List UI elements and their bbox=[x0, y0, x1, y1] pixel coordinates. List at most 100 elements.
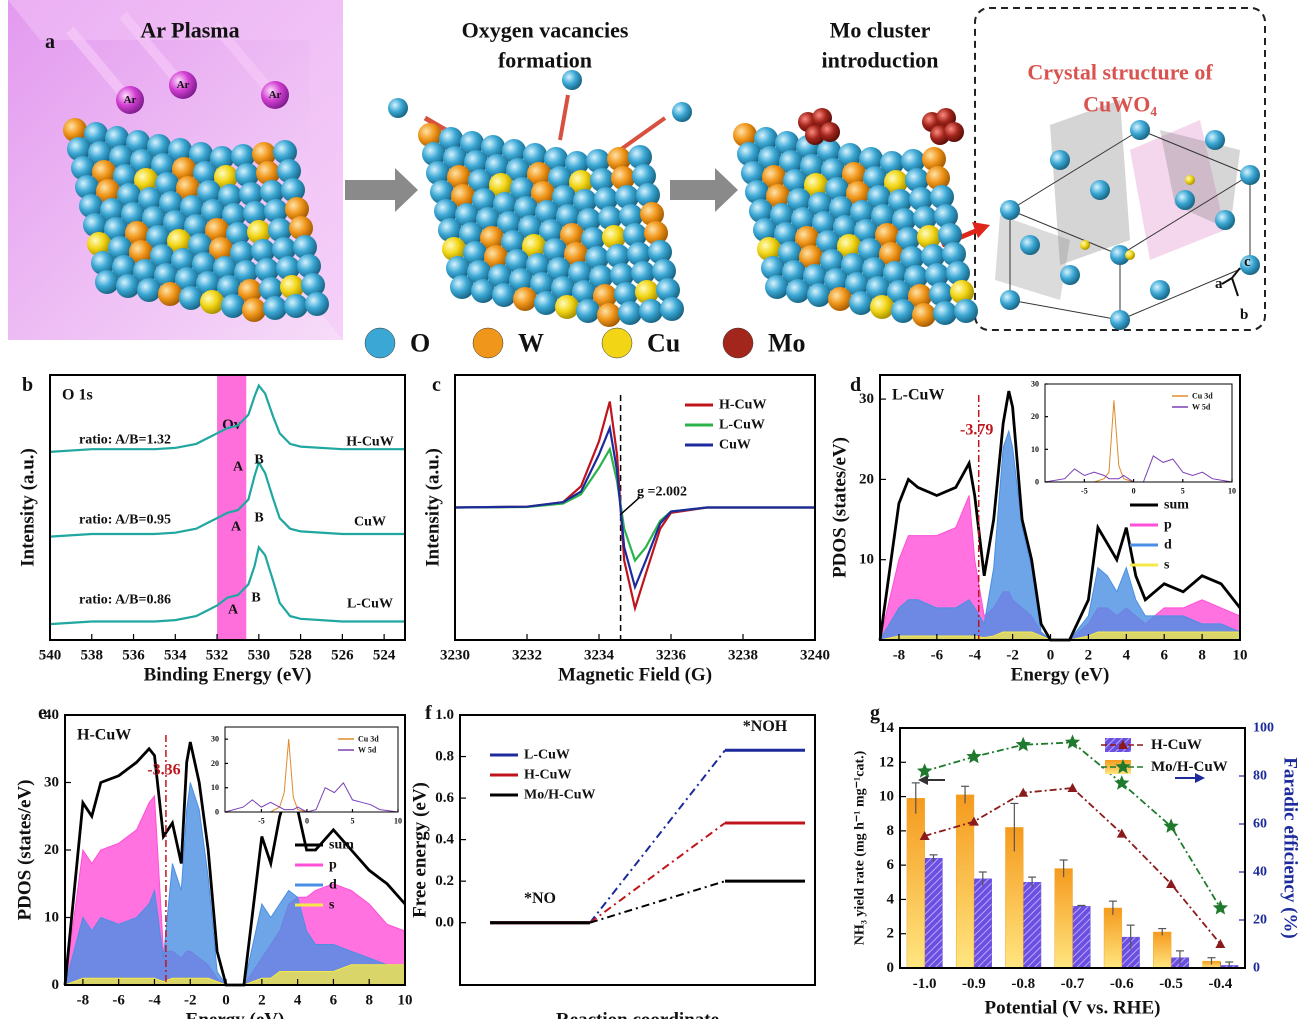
panel-heading: introduction bbox=[822, 48, 939, 73]
atom bbox=[273, 140, 297, 164]
atom bbox=[636, 183, 660, 207]
atom bbox=[845, 272, 869, 296]
atom bbox=[887, 280, 911, 304]
x-tick-label: 8 bbox=[1198, 648, 1206, 664]
atom bbox=[783, 169, 807, 193]
atom bbox=[576, 299, 600, 323]
atom bbox=[217, 275, 241, 299]
annotation: A bbox=[233, 460, 244, 475]
atom bbox=[67, 137, 91, 161]
crystal-heading: Crystal structure of bbox=[1027, 60, 1213, 85]
legend-atom bbox=[601, 327, 633, 359]
crystal-atom bbox=[1215, 210, 1235, 230]
atom bbox=[230, 241, 254, 265]
atom bbox=[577, 208, 601, 232]
series-label: H-CuW bbox=[346, 435, 393, 450]
y2-tick-label: 100 bbox=[1253, 721, 1274, 736]
atom bbox=[883, 261, 907, 285]
atom bbox=[745, 180, 769, 204]
atom bbox=[281, 178, 305, 202]
crystal-atom bbox=[1110, 310, 1130, 330]
atom bbox=[193, 161, 217, 185]
annotation: A bbox=[228, 603, 239, 618]
bar bbox=[1054, 868, 1073, 969]
atom bbox=[824, 268, 848, 292]
atom bbox=[255, 258, 279, 282]
y2-tick-label: 0 bbox=[1253, 961, 1260, 976]
x-tick-label: 5 bbox=[1181, 487, 1185, 496]
atom bbox=[484, 245, 508, 269]
atom bbox=[652, 259, 676, 283]
atom bbox=[863, 166, 887, 190]
x-tick-label: -0.8 bbox=[1011, 976, 1035, 992]
atom bbox=[615, 185, 639, 209]
atom bbox=[758, 146, 782, 170]
atom bbox=[799, 245, 823, 269]
plasma-face bbox=[8, 0, 343, 340]
atom bbox=[91, 251, 115, 275]
legend-label: L-CuW bbox=[719, 418, 765, 433]
atom bbox=[489, 173, 513, 197]
atom bbox=[775, 131, 799, 155]
crystal-axis bbox=[1231, 267, 1241, 279]
atom bbox=[535, 200, 559, 224]
atom bbox=[896, 227, 920, 251]
panel-label: b bbox=[22, 374, 33, 396]
atom bbox=[147, 134, 171, 158]
x-tick-label: 3238 bbox=[728, 648, 758, 664]
panel-heading: Oxygen vacancies bbox=[462, 18, 629, 43]
x-tick-label: 3240 bbox=[800, 648, 830, 664]
atom bbox=[556, 204, 580, 228]
atom bbox=[264, 199, 288, 223]
bar bbox=[955, 794, 975, 969]
atom bbox=[628, 145, 652, 169]
atom bbox=[635, 280, 659, 304]
atom bbox=[95, 270, 119, 294]
released-oxygen bbox=[562, 70, 582, 90]
atom bbox=[463, 241, 487, 265]
y-tick-label: 30 bbox=[859, 391, 874, 407]
x-axis-label: Energy (eV) bbox=[186, 1010, 285, 1019]
atom bbox=[184, 214, 208, 238]
x-tick-label: 4 bbox=[294, 993, 302, 1009]
atom bbox=[155, 172, 179, 196]
marker-label: -3.36 bbox=[147, 762, 180, 779]
y-tick-label: 20 bbox=[1031, 412, 1039, 421]
atom bbox=[179, 286, 203, 310]
atom bbox=[590, 168, 614, 192]
bar bbox=[906, 798, 925, 969]
atom bbox=[238, 279, 262, 303]
ar-ion bbox=[116, 86, 144, 114]
y-tick-label: 10 bbox=[44, 910, 59, 926]
y-tick-label: 0 bbox=[215, 808, 219, 817]
released-oxygen bbox=[388, 98, 408, 118]
atom bbox=[816, 230, 840, 254]
polyhedron bbox=[995, 215, 1070, 300]
atom bbox=[87, 232, 111, 256]
legend-label: s bbox=[329, 898, 335, 913]
y-tick-label: 14 bbox=[879, 720, 895, 736]
atom bbox=[434, 199, 458, 223]
atom bbox=[640, 202, 664, 226]
atom bbox=[297, 254, 321, 278]
atom bbox=[243, 201, 267, 225]
x-tick-label: 534 bbox=[164, 648, 187, 664]
atom bbox=[197, 180, 221, 204]
atom bbox=[838, 143, 862, 167]
x-tick-label: -0.7 bbox=[1061, 976, 1085, 992]
legend-label: W bbox=[518, 329, 544, 358]
y-axis-label: PDOS (states/eV) bbox=[15, 780, 36, 921]
annotation: g =2.002 bbox=[637, 485, 687, 500]
atom bbox=[146, 225, 170, 249]
atom bbox=[518, 215, 542, 239]
atom bbox=[481, 135, 505, 159]
atom bbox=[510, 177, 534, 201]
atom bbox=[158, 282, 182, 306]
atom bbox=[251, 239, 275, 263]
x-tick-label: 10 bbox=[1233, 648, 1248, 664]
panel-label: a bbox=[45, 31, 55, 53]
atom bbox=[534, 291, 558, 315]
legend-label: Cu bbox=[647, 329, 680, 358]
atom bbox=[787, 188, 811, 212]
